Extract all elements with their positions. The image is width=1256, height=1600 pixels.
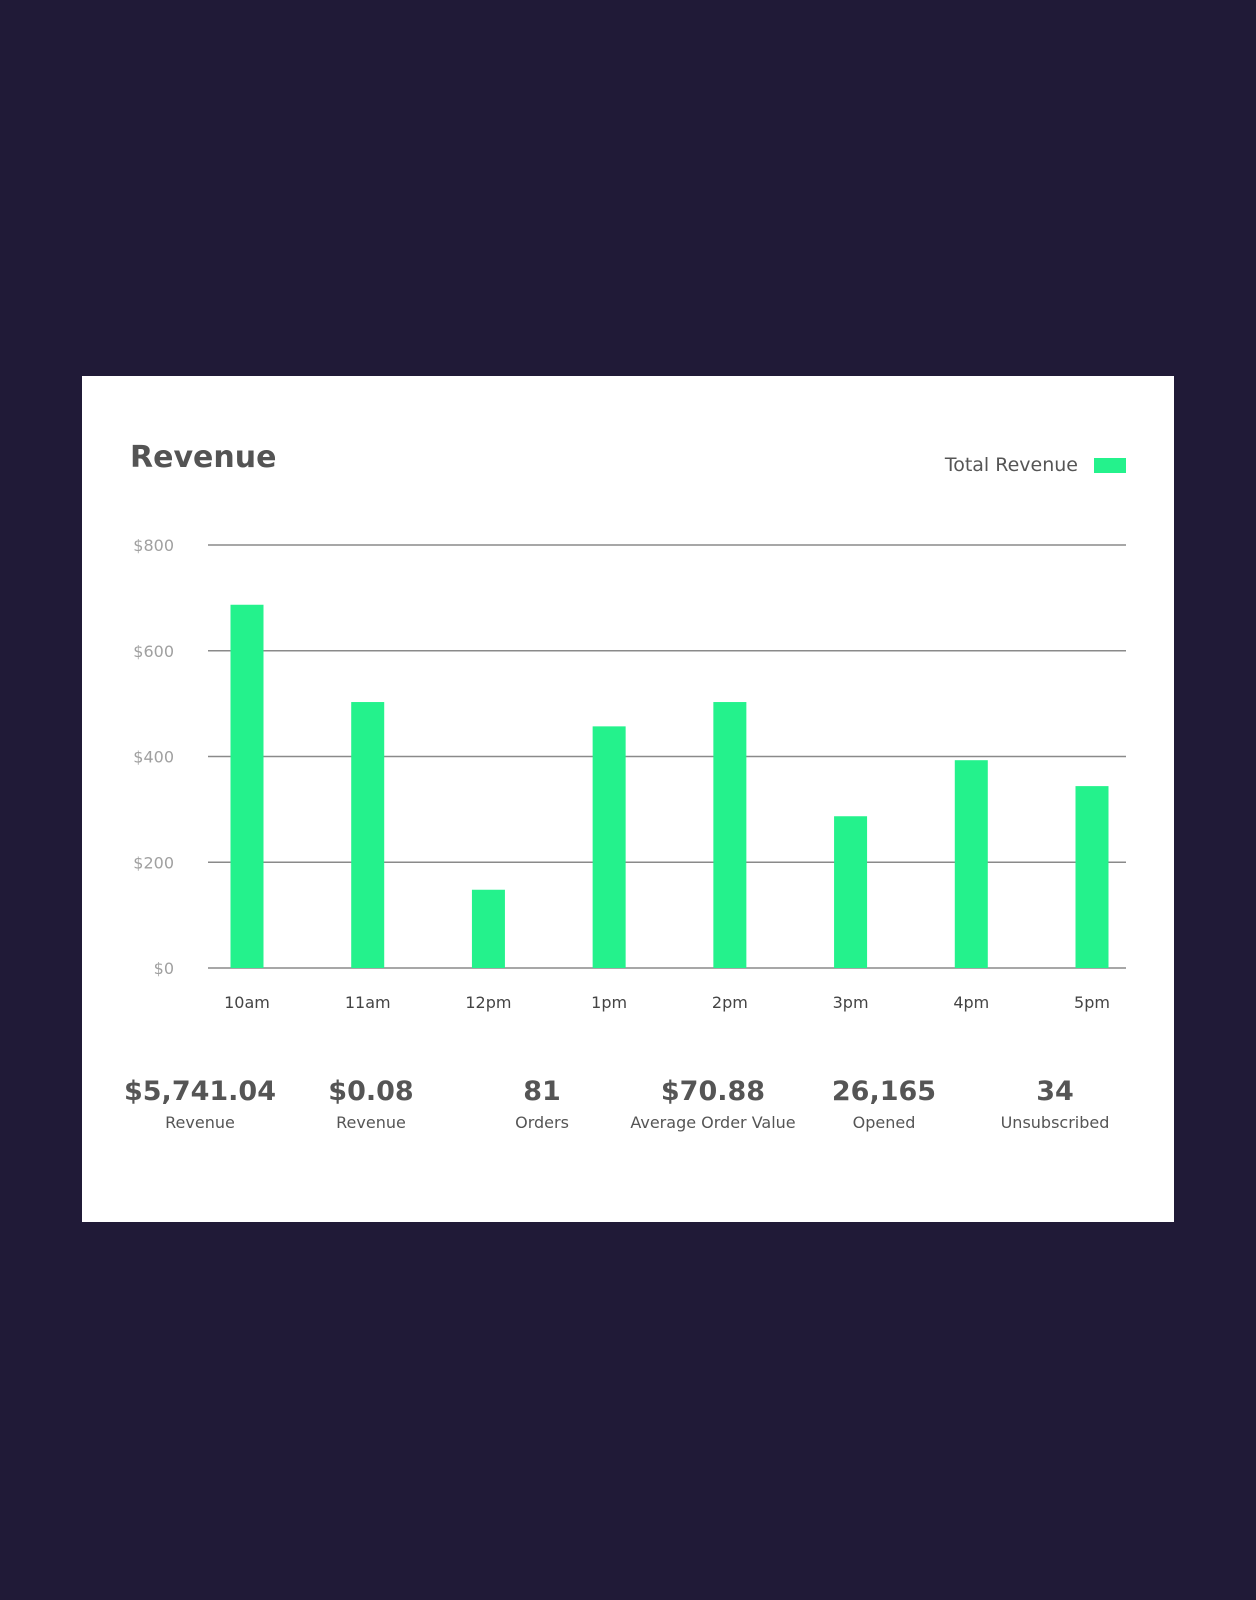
- stat-value: 34: [1036, 1076, 1074, 1107]
- stat-item: 26,165 Opened: [799, 1076, 969, 1133]
- legend-label: Total Revenue: [944, 454, 1078, 476]
- stat-label: Orders: [515, 1113, 569, 1132]
- stat-item: $5,741.04 Revenue: [115, 1076, 285, 1133]
- stat-value: 26,165: [831, 1076, 937, 1107]
- x-tick-label: 12pm: [465, 993, 511, 1012]
- bar-10am: [230, 604, 264, 968]
- y-tick-label: $200: [133, 853, 174, 872]
- bar-11am: [351, 702, 385, 968]
- stat-item: $70.88 Average Order Value: [628, 1076, 798, 1133]
- stat-value: 81: [523, 1076, 561, 1107]
- stat-item: $0.08 Revenue: [286, 1076, 456, 1133]
- x-tick-label: 10am: [224, 993, 270, 1012]
- stat-label: Revenue: [165, 1113, 235, 1132]
- stat-label: Unsubscribed: [1000, 1113, 1110, 1132]
- x-tick-label: 4pm: [953, 993, 989, 1012]
- stat-value: $5,741.04: [123, 1076, 277, 1107]
- stat-label: Average Order Value: [630, 1113, 796, 1132]
- legend: Total Revenue: [945, 454, 1126, 476]
- x-tick-label: 5pm: [1074, 993, 1110, 1012]
- stat-value: $70.88: [660, 1076, 766, 1107]
- stat-item: 34 Unsubscribed: [970, 1076, 1140, 1133]
- legend-swatch: [1094, 457, 1126, 473]
- bar-chart: $0 $200 $400 $600 $800 10am 11am 12pm 1pm 2pm 3pm 4…: [133, 536, 1126, 1012]
- x-tick-label: 2pm: [712, 993, 748, 1012]
- bar-2pm: [713, 702, 747, 968]
- x-tick-label: 11am: [345, 993, 391, 1012]
- chart-title: Revenue: [130, 440, 277, 475]
- bar-5pm: [1075, 786, 1109, 968]
- bar-4pm: [954, 760, 988, 968]
- revenue-card: Revenue Total Revenue $0 $200 $400 $600 $800…: [82, 376, 1174, 1222]
- y-tick-label: $600: [133, 642, 174, 661]
- y-tick-label: $400: [133, 748, 174, 767]
- x-tick-label: 3pm: [833, 993, 869, 1012]
- stat-label: Opened: [852, 1113, 916, 1132]
- x-tick-label: 1pm: [591, 993, 627, 1012]
- stat-value: $0.08: [328, 1076, 414, 1107]
- y-tick-label: $800: [133, 536, 174, 555]
- stat-label: Revenue: [336, 1113, 406, 1132]
- bar-1pm: [592, 726, 626, 968]
- stat-item: 81 Orders: [457, 1076, 627, 1133]
- y-tick-label: $0: [154, 959, 174, 978]
- bar-12pm: [471, 889, 505, 968]
- bar-3pm: [834, 816, 868, 968]
